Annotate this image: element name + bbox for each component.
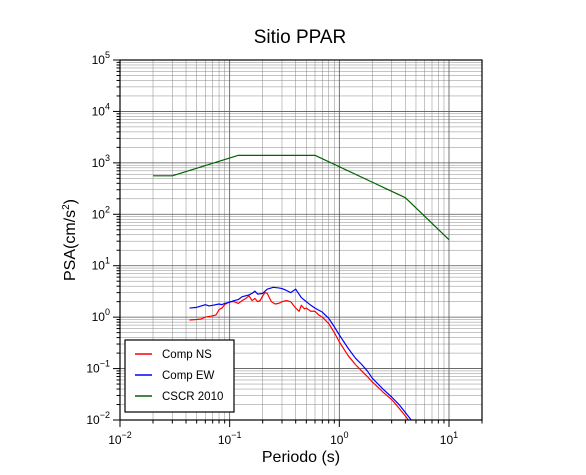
legend: Comp NS Comp EW CSCR 2010 xyxy=(124,339,235,413)
y-tick-exponent: −2 xyxy=(100,410,110,420)
series-line-comp-ew xyxy=(189,286,412,420)
x-tick-label: 10−1 xyxy=(218,430,242,447)
y-tick-base: 10 xyxy=(92,156,106,170)
chart-title: Sitio PPAR xyxy=(254,27,347,48)
grid-minor xyxy=(120,60,483,420)
y-tick-base: 10 xyxy=(92,207,106,221)
y-tick-label: 101 xyxy=(92,256,110,273)
legend-label-comp-ew: Comp EW xyxy=(162,370,215,382)
y-tick-base: 10 xyxy=(92,53,106,67)
x-axis-label: Periodo (s) xyxy=(262,449,340,466)
y-axis-label-base: PSA(cm/s xyxy=(62,210,79,281)
y-tick-exponent: 0 xyxy=(105,307,110,317)
y-tick-base: 10 xyxy=(92,259,106,273)
y-tick-exponent: 4 xyxy=(105,101,110,111)
y-tick-base: 10 xyxy=(86,413,100,427)
y-tick-exponent: 3 xyxy=(105,153,110,163)
y-tick-label: 103 xyxy=(92,153,110,170)
y-tick-label: 102 xyxy=(92,204,110,221)
x-tick-base: 10 xyxy=(218,433,232,447)
y-tick-label: 10−1 xyxy=(86,359,110,376)
y-tick-exponent: 1 xyxy=(105,256,110,266)
y-tick-label: 100 xyxy=(92,307,110,324)
y-tick-exponent: 2 xyxy=(105,204,110,214)
y-axis-label: PSA(cm/s2) xyxy=(61,199,79,281)
series-line-comp-ns xyxy=(189,292,410,420)
x-tick-base: 10 xyxy=(440,433,454,447)
y-tick-base: 10 xyxy=(92,104,106,118)
x-tick-base: 10 xyxy=(108,433,122,447)
legend-box xyxy=(124,339,235,413)
x-tick-exponent: −2 xyxy=(122,430,132,440)
y-tick-exponent: 5 xyxy=(105,50,110,60)
x-tick-label: 10−2 xyxy=(108,430,132,447)
x-tick-exponent: −1 xyxy=(231,430,241,440)
plot-area xyxy=(153,154,450,420)
y-tick-label: 10−2 xyxy=(86,410,110,427)
x-tick-exponent: 0 xyxy=(343,430,348,440)
legend-label-comp-ns: Comp NS xyxy=(162,349,212,361)
y-tick-base: 10 xyxy=(86,362,100,376)
x-tick-base: 10 xyxy=(330,433,344,447)
y-tick-exponent: −1 xyxy=(100,359,110,369)
y-tick-label: 104 xyxy=(92,101,110,118)
x-tick-exponent: 1 xyxy=(453,430,458,440)
x-tick-label: 101 xyxy=(440,430,458,447)
x-tick-label: 100 xyxy=(330,430,348,447)
y-tick-label: 105 xyxy=(92,50,110,67)
y-tick-base: 10 xyxy=(92,310,106,324)
y-axis-label-sup: 2 xyxy=(61,204,72,210)
legend-label-cscr-2010: CSCR 2010 xyxy=(162,391,223,403)
plot-frame xyxy=(119,59,483,421)
y-axis-label-close: ) xyxy=(62,199,79,204)
series-line-cscr-2010 xyxy=(153,154,450,241)
x-axis: 10−2 10−1 100 101 xyxy=(108,420,483,447)
